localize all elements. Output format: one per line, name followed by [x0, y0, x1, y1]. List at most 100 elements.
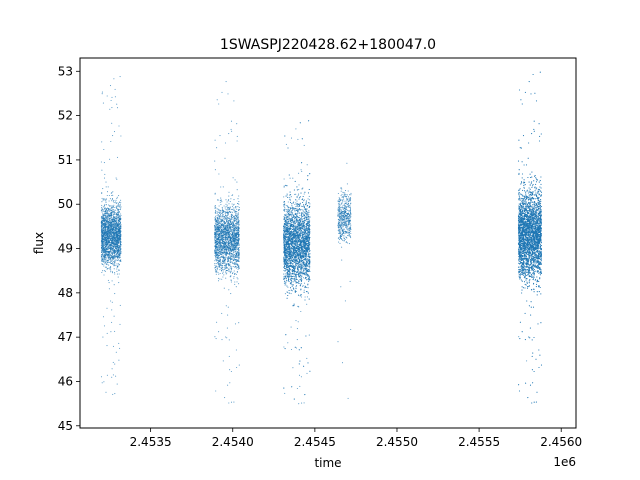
data-point — [222, 252, 224, 254]
data-point — [103, 209, 105, 211]
data-point — [119, 209, 121, 211]
data-point — [231, 237, 233, 239]
data-point — [102, 246, 105, 248]
data-point — [220, 246, 222, 248]
data-point — [223, 258, 225, 260]
data-point — [111, 242, 114, 244]
data-point — [225, 211, 227, 213]
data-point — [118, 206, 120, 208]
data-point — [117, 225, 119, 228]
data-point — [108, 264, 110, 266]
data-point — [219, 262, 221, 264]
data-point — [106, 345, 108, 347]
data-point — [215, 237, 217, 239]
data-point — [101, 220, 103, 222]
data-point — [115, 236, 117, 238]
data-point — [109, 237, 111, 239]
data-point — [218, 273, 220, 275]
data-point — [108, 225, 110, 227]
data-point — [103, 162, 105, 164]
data-point — [233, 233, 235, 235]
data-point — [115, 259, 117, 261]
data-point — [118, 229, 120, 231]
data-point — [222, 218, 224, 220]
data-point — [236, 232, 238, 234]
data-point — [237, 215, 239, 217]
data-point — [225, 214, 227, 216]
data-point — [230, 217, 233, 219]
data-point — [214, 222, 216, 224]
data-point — [214, 139, 216, 141]
data-point — [113, 265, 115, 267]
data-point — [231, 240, 233, 243]
data-point — [116, 243, 118, 245]
data-point — [215, 265, 217, 267]
data-point — [216, 231, 218, 233]
data-point — [236, 135, 238, 137]
data-point — [119, 241, 121, 243]
data-point — [225, 209, 227, 211]
data-point — [219, 272, 221, 275]
data-point — [108, 219, 110, 221]
data-point — [115, 241, 117, 243]
data-point — [120, 233, 122, 235]
data-point — [225, 249, 227, 251]
data-point — [119, 225, 121, 227]
data-point — [238, 236, 240, 238]
data-point — [216, 259, 218, 261]
data-point — [112, 191, 114, 193]
data-point — [117, 234, 119, 236]
data-point — [215, 209, 217, 211]
data-point — [112, 361, 114, 363]
data-point — [230, 120, 233, 122]
data-point — [110, 205, 112, 207]
data-point — [117, 209, 119, 211]
data-point — [106, 228, 108, 230]
data-point — [217, 238, 219, 240]
data-point — [103, 240, 105, 242]
data-point — [115, 237, 118, 239]
data-point — [119, 205, 121, 207]
data-point — [113, 78, 115, 80]
data-point — [227, 246, 229, 248]
data-point — [238, 283, 240, 285]
data-point — [235, 349, 237, 351]
data-point — [111, 218, 113, 220]
data-point — [223, 248, 226, 251]
data-point — [214, 169, 216, 171]
data-point — [108, 288, 110, 290]
data-point — [226, 267, 229, 269]
data-point — [104, 258, 106, 260]
data-point — [117, 237, 119, 239]
data-point — [103, 253, 105, 255]
data-point — [103, 250, 105, 252]
data-point — [225, 237, 227, 239]
data-point — [215, 217, 217, 219]
data-point — [106, 220, 108, 222]
data-point — [218, 218, 221, 220]
data-point — [225, 231, 227, 234]
data-point — [117, 204, 119, 206]
data-point — [115, 202, 117, 204]
data-point — [224, 212, 226, 214]
data-point — [238, 209, 240, 211]
data-point — [238, 200, 240, 203]
data-point — [232, 230, 234, 232]
data-point — [114, 237, 117, 239]
data-point — [115, 217, 117, 220]
data-point — [221, 312, 223, 314]
data-point — [218, 331, 220, 333]
data-point — [233, 251, 235, 253]
data-point — [233, 242, 235, 244]
data-point — [227, 244, 229, 246]
data-point — [114, 251, 116, 253]
data-point — [235, 286, 237, 288]
data-point — [103, 274, 105, 276]
data-point — [102, 229, 104, 231]
data-point — [219, 217, 221, 219]
data-point — [107, 207, 109, 209]
data-point — [105, 201, 107, 203]
data-point — [111, 321, 113, 323]
data-point — [113, 222, 115, 224]
data-point — [111, 233, 113, 235]
